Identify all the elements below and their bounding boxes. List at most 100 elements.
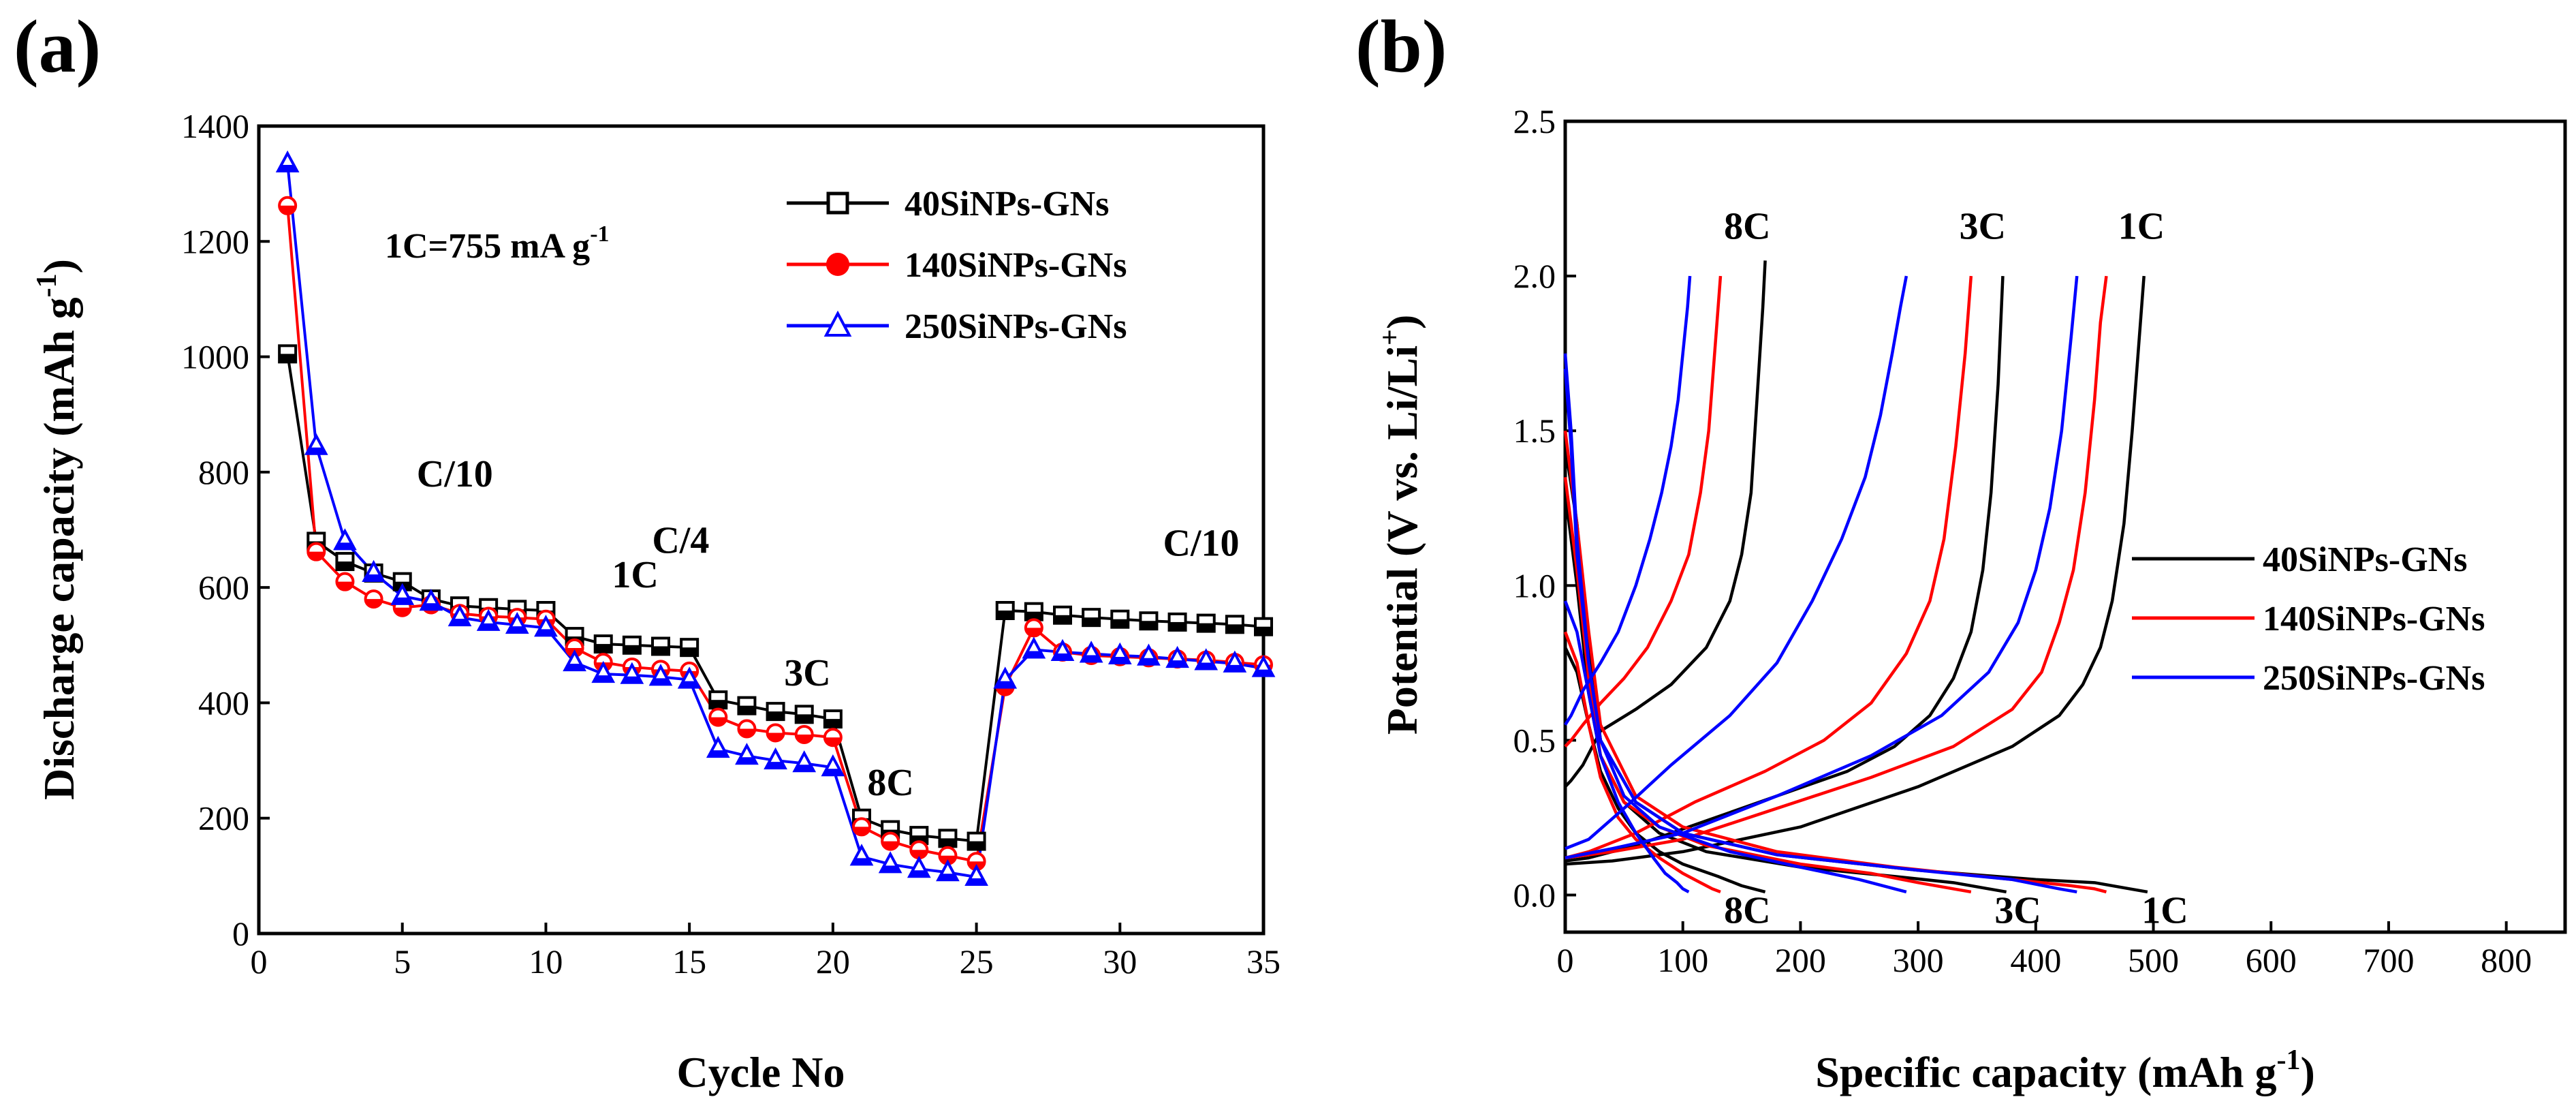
y-tick-label: 1200 [181,222,249,260]
data-point-40SiNPs-GNs-fill [653,646,669,655]
panel-a-legend: 40SiNPs-GNs 140SiNPs-GNs 250SiNPs-GNs [787,185,1127,346]
data-point-250SiNPs-GNs-fill [651,678,670,685]
x-tick-label: 20 [816,942,850,981]
data-point-140SiNPs-GNs-fill [796,734,813,743]
y-tick-label: 200 [198,799,249,837]
data-point-140SiNPs-GNs-fill [394,607,411,616]
legend-label-40sinps: 40SiNPs-GNs [905,185,1109,223]
panel-a-plot-frame [257,124,1266,936]
data-point-40SiNPs-GNs-fill [824,719,841,728]
x-tick-label: 500 [2128,941,2179,979]
data-point-250SiNPs-GNs-fill [622,676,642,683]
curve-140SiNPs-GNs-1C-charge [1565,275,2108,860]
data-point-250SiNPs-GNs-fill [1082,655,1101,662]
x-tick-label: 600 [2246,941,2297,979]
data-point-140SiNPs-GNs-fill [996,686,1014,695]
panel-b-legend: 40SiNPs-GNs 140SiNPs-GNs 250SiNPs-GNs [2132,540,2485,698]
legend-label-250sinps: 250SiNPs-GNs [2263,659,2485,698]
data-point-250SiNPs-GNs-fill [995,681,1015,688]
data-point-250SiNPs-GNs-fill [1225,664,1244,671]
x-tick-label: 35 [1246,942,1281,981]
data-point-40SiNPs-GNs-fill [1083,617,1100,626]
x-tick-label: 10 [529,942,563,981]
x-tick-label: 800 [2481,941,2532,979]
data-point-250SiNPs-GNs-fill [680,681,700,688]
data-point-140SiNPs-GNs-fill [853,827,870,835]
y-tick-label: 0.0 [1513,876,1556,914]
legend-marker-square [826,191,849,215]
panel-b-plot-frame [1563,119,2567,934]
data-point-250SiNPs-GNs-fill [852,858,871,865]
annotation-3c-top: 3C [1960,206,2006,248]
x-tick-label: 15 [672,942,706,981]
y-tick-label: 400 [198,683,249,722]
data-point-40SiNPs-GNs-fill [1140,621,1157,630]
data-point-40SiNPs-GNs-fill [1112,619,1129,628]
panel-a-series [275,150,1276,887]
panel-b-label: (b) [1355,5,1447,88]
curve-250SiNPs-GNs-8C-discharge [1563,600,1690,893]
data-point-40SiNPs-GNs-fill [996,611,1014,619]
legend-label-40sinps: 40SiNPs-GNs [2263,540,2467,579]
panel-b-charge-discharge: (b) 0 100 200 300 400 500 600 700 800 0.0 0.5 1.0 1.… [1355,5,2567,1096]
data-point-250SiNPs-GNs-fill [794,765,814,771]
y-tick-label: 2.5 [1513,102,1556,140]
x-tick-label: 0 [251,942,268,981]
panel-a-rate-capability: (a) 0 5 10 15 20 25 30 35 0 200 400 600 800 1000 1200 1… [14,5,1281,1096]
data-point-250SiNPs-GNs-fill [967,878,986,885]
data-point-40SiNPs-GNs-fill [796,714,813,723]
legend-label-250sinps: 250SiNPs-GNs [905,307,1127,346]
data-point-40SiNPs-GNs-fill [939,838,956,847]
rate-definition-note: 1C=755 mA g-1 [385,221,610,266]
legend-marker-triangle [823,310,852,337]
data-point-40SiNPs-GNs-fill [1197,623,1214,632]
data-point-140SiNPs-GNs-fill [710,717,727,726]
annotation-3c-bottom: 3C [1994,889,2041,931]
data-point-40SiNPs-GNs-fill [968,841,985,850]
x-tick-label: 400 [2010,941,2061,979]
data-point-140SiNPs-GNs-fill [824,737,841,746]
annotation-8c-bottom: 8C [1724,889,1770,931]
data-point-250SiNPs-GNs-fill [708,750,728,757]
data-point-250SiNPs-GNs-fill [1053,653,1072,660]
y-tick-label: 2.0 [1513,257,1556,295]
data-point-40SiNPs-GNs-fill [595,644,612,653]
legend-label-140sinps: 140SiNPs-GNs [905,246,1127,285]
panel-a-y-axis-title: Discharge capacity (mAh g-1) [31,259,83,800]
curve-140SiNPs-GNs-3C-charge [1565,275,1973,860]
curve-40SiNPs-GNs-1C-charge [1565,275,2146,866]
data-point-140SiNPs-GNs-fill [882,841,899,850]
data-point-250SiNPs-GNs-fill [1196,662,1216,669]
data-point-250SiNPs-GNs-fill [823,769,843,775]
data-point-250SiNPs-GNs-fill [1110,657,1130,664]
curve-250SiNPs-GNs-8C-charge [1564,275,1692,726]
panel-a-axis-ticks: 0 5 10 15 20 25 30 35 0 200 400 600 800 1000 1200 1400 [181,107,1281,981]
data-point-250SiNPs-GNs-fill [1167,660,1187,667]
curve-140SiNPs-GNs-8C-charge [1564,275,1723,748]
data-point-40SiNPs-GNs-fill [279,354,296,363]
y-tick-label: 1000 [181,338,249,376]
annotation-3c: 3C [784,652,830,694]
curve-250SiNPs-GNs-3C-charge [1565,275,1909,850]
y-tick-label: 1.5 [1513,412,1556,450]
x-tick-label: 30 [1103,942,1137,981]
data-point-40SiNPs-GNs-fill [623,645,640,653]
panel-b-y-axis-title: Potential (V vs. Li/Li+) [1375,315,1426,735]
curve-40SiNPs-GNs-8C-charge [1564,260,1767,788]
annotation-c4: C/4 [652,519,709,561]
data-point-250SiNPs-GNs-fill [364,574,383,581]
data-point-140SiNPs-GNs-fill [911,850,928,859]
data-point-250SiNPs-GNs-fill [1254,669,1273,676]
annotation-8c: 8C [867,762,913,804]
data-point-250SiNPs-GNs-fill [278,165,298,172]
data-point-40SiNPs-GNs-fill [710,700,727,709]
panel-a-x-axis-title: Cycle No [676,1048,845,1096]
data-point-40SiNPs-GNs-fill [681,647,698,656]
curve-140SiNPs-GNs-8C-discharge [1563,631,1721,894]
data-point-40SiNPs-GNs-fill [1169,621,1186,630]
data-point-140SiNPs-GNs-fill [1025,628,1042,636]
data-point-250SiNPs-GNs-fill [766,762,785,769]
curve-140SiNPs-GNs-1C-discharge [1563,430,2107,894]
data-point-250SiNPs-GNs-fill [565,664,584,670]
data-point-250SiNPs-GNs-fill [507,626,527,633]
